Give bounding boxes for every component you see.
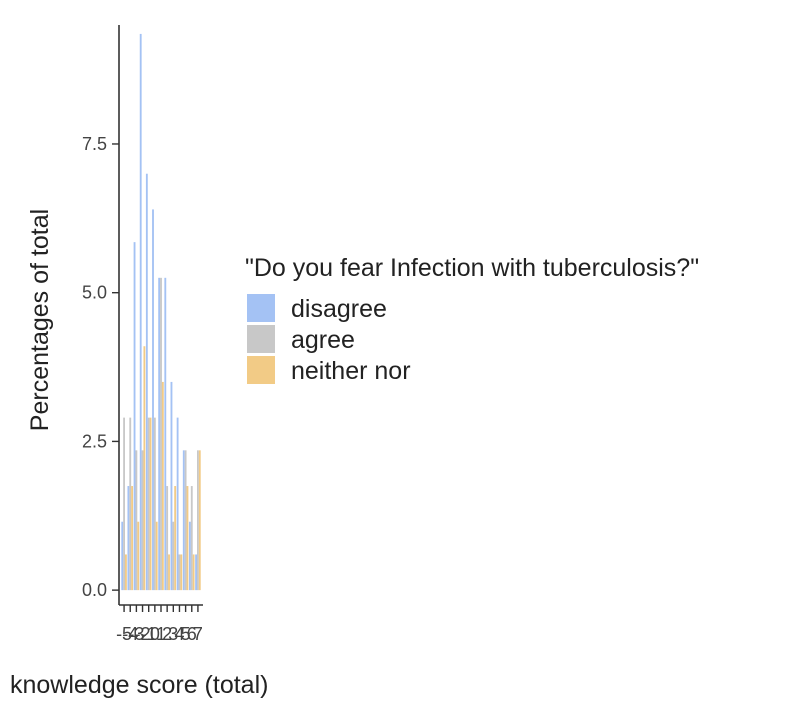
bar-agree--2	[141, 450, 144, 591]
bar-neither-nor-7	[198, 450, 201, 591]
bar-neither-nor-1	[161, 381, 164, 591]
x-tick-label: 4	[174, 624, 184, 644]
legend-key-disagree	[247, 294, 275, 322]
legend: "Do you fear Infection with tuberculosis…	[245, 254, 699, 385]
legend-label-disagree: disagree	[291, 295, 387, 323]
bar-neither-nor-5	[186, 486, 189, 591]
x-tick-label: -5	[116, 624, 132, 644]
bar-neither-nor-3	[174, 486, 177, 591]
y-tick-label: 2.5	[82, 431, 107, 451]
bar-disagree-7	[195, 554, 197, 591]
x-tick-label: -4	[122, 624, 138, 644]
bar-agree--5	[123, 417, 125, 591]
bar-disagree--2	[139, 33, 142, 591]
x-tick-label: -1	[141, 624, 157, 644]
legend-title: "Do you fear Infection with tuberculosis…	[245, 254, 699, 282]
bar-agree-0	[153, 417, 156, 591]
bar-neither-nor-4	[180, 554, 183, 591]
bar-neither-nor--1	[149, 417, 152, 591]
y-ticks: 0.0 2.5 5.0 7.5	[82, 134, 119, 600]
bar-disagree--5	[121, 521, 124, 591]
bar-disagree-0	[152, 209, 154, 591]
bar-disagree-3	[170, 381, 173, 591]
bars-layer	[121, 33, 201, 591]
bar-neither-nor-6	[192, 554, 195, 591]
bar-disagree--3	[133, 242, 136, 591]
bar-disagree-4	[176, 417, 179, 591]
x-tick-label: 7	[193, 624, 203, 644]
x-tick-label: 1	[156, 624, 166, 644]
legend-key-neither-nor	[247, 356, 275, 384]
x-tick-label: -2	[135, 624, 151, 644]
y-tick-label: 7.5	[82, 134, 107, 154]
y-tick-label: 0.0	[82, 580, 107, 600]
legend-key-agree	[247, 325, 275, 353]
bar-agree-2	[166, 486, 169, 591]
bar-disagree-5	[182, 450, 185, 591]
x-tick-label: 6	[187, 624, 197, 644]
bar-agree--4	[129, 417, 132, 591]
bar-agree--1	[147, 417, 150, 591]
bar-neither-nor--2	[143, 346, 146, 591]
bar-disagree-6	[189, 521, 191, 591]
x-tick-label: -3	[128, 624, 144, 644]
legend-label-agree: agree	[291, 326, 355, 354]
x-tick-label: 2	[162, 624, 172, 644]
bar-disagree--4	[127, 486, 130, 591]
bar-disagree-2	[164, 277, 167, 591]
bar-disagree-1	[158, 277, 161, 591]
y-axis-title: Percentages of total	[26, 209, 54, 431]
bar-agree--3	[135, 450, 138, 591]
bar-neither-nor--4	[131, 486, 133, 591]
x-tick-label: 3	[168, 624, 178, 644]
bar-agree-5	[184, 450, 187, 591]
x-axis-title: knowledge score (total)	[10, 671, 268, 699]
bar-neither-nor-0	[155, 521, 158, 591]
bar-disagree--1	[145, 173, 148, 591]
bar-neither-nor-2	[168, 554, 170, 591]
x-tick-label: 5	[181, 624, 191, 644]
bar-agree-7	[197, 450, 199, 591]
y-tick-label: 5.0	[82, 283, 107, 303]
legend-label-neither-nor: neither nor	[291, 357, 411, 385]
bar-agree-6	[190, 486, 193, 591]
x-tick-label: 0	[150, 624, 160, 644]
legend-items: disagree agree neither nor	[247, 294, 411, 385]
bar-agree-1	[160, 277, 162, 591]
bar-neither-nor--3	[137, 521, 140, 591]
bar-agree-3	[172, 521, 175, 591]
bar-neither-nor--5	[125, 554, 127, 591]
bar-agree-4	[178, 554, 181, 591]
